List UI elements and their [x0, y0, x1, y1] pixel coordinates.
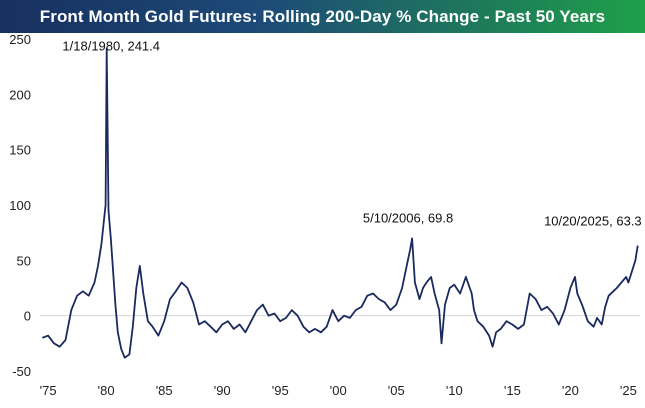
- x-tick-label: '20: [562, 383, 579, 398]
- x-tick-label: '80: [98, 383, 115, 398]
- x-tick-label: '15: [504, 383, 521, 398]
- x-tick-label: '95: [272, 383, 289, 398]
- x-tick-label: '00: [330, 383, 347, 398]
- x-tick-label: '85: [156, 383, 173, 398]
- series-line-gold-200d-change: [41, 47, 639, 359]
- annotation-label: 1/18/1980, 241.4: [62, 39, 160, 54]
- annotations: 1/18/1980, 241.4 5/10/2006, 69.8 10/20/202…: [62, 39, 641, 229]
- x-tick-label: '25: [620, 383, 637, 398]
- annotation-label: 10/20/2025, 63.3: [544, 214, 642, 229]
- line-chart: -50 0 50 100 150 200 250 '75 '80 '85 '90 '95 '00 '05…: [9, 33, 641, 398]
- y-tick-label: 250: [9, 33, 31, 47]
- annotation-label: 5/10/2006, 69.8: [363, 210, 453, 225]
- x-tick-label: '05: [388, 383, 405, 398]
- y-tick-label: 100: [9, 198, 31, 213]
- x-axis: '75 '80 '85 '90 '95 '00 '05 '10 '15 '20 '25: [40, 383, 637, 398]
- y-tick-label: 0: [24, 309, 31, 324]
- y-tick-label: -50: [12, 364, 31, 379]
- y-axis: -50 0 50 100 150 200 250: [9, 33, 31, 379]
- x-tick-label: '90: [214, 383, 231, 398]
- chart-title: Front Month Gold Futures: Rolling 200-Da…: [0, 0, 645, 33]
- x-tick-label: '75: [40, 383, 57, 398]
- y-tick-label: 50: [17, 253, 31, 268]
- y-tick-label: 150: [9, 143, 31, 158]
- x-tick-label: '10: [446, 383, 463, 398]
- y-tick-label: 200: [9, 87, 31, 102]
